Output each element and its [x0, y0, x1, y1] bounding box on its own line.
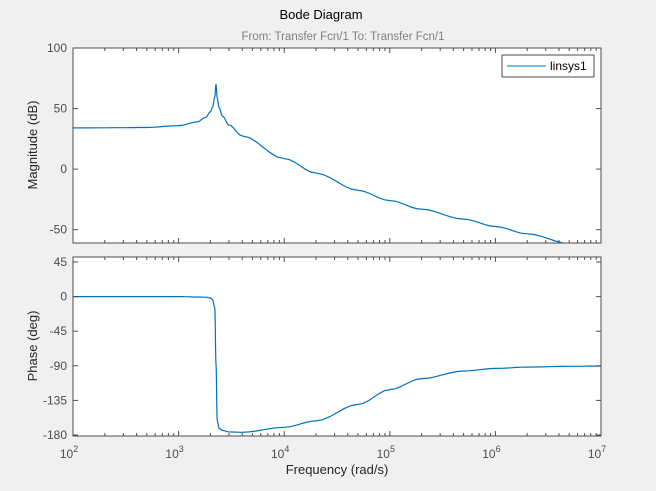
y-tick-label: 45 [54, 255, 68, 269]
plot-area [73, 257, 601, 436]
x-tick-label: 103 [165, 444, 183, 461]
y-tick-label: -180 [43, 428, 67, 442]
x-tick-label: 104 [271, 444, 289, 461]
y-tick-label: 50 [54, 102, 68, 116]
chart-subtitle: From: Transfer Fcn/1 To: Transfer Fcn/1 [241, 31, 444, 43]
magnitude-ylabel: Magnitude (dB) [25, 101, 40, 190]
phase-ylabel: Phase (deg) [25, 311, 40, 382]
series-line-linsys1 [73, 84, 571, 243]
axes-box [72, 47, 602, 244]
plot-area [73, 48, 601, 243]
legend-box [501, 54, 595, 78]
x-tick-label: 106 [482, 444, 500, 461]
legend-entry-linsys1: linsys1 [550, 59, 587, 73]
chart-title: Bode Diagram [279, 7, 362, 22]
magnitude-axes[interactable]: 100 50 0 -50 [47, 41, 602, 251]
y-tick-label: -135 [43, 393, 67, 407]
y-tick-label: -50 [50, 223, 68, 237]
legend[interactable]: linsys1 [501, 54, 595, 78]
y-tick-label: 0 [60, 290, 67, 304]
y-tick-label: -90 [50, 359, 68, 373]
axes-box [72, 256, 602, 437]
y-tick-label: -45 [50, 324, 68, 338]
phase-axes[interactable]: 45 0 -45 -90 -135 -180 102 103 104 105 106 107 [43, 255, 606, 461]
x-tick-label: 105 [377, 444, 395, 461]
x-tick-label: 102 [60, 444, 78, 461]
y-tick-label: 0 [60, 162, 67, 176]
x-tick-label: 107 [588, 444, 606, 461]
y-tick-label: 100 [47, 41, 67, 55]
frequency-xlabel: Frequency (rad/s) [286, 462, 389, 477]
series-line-linsys1 [73, 296, 601, 433]
